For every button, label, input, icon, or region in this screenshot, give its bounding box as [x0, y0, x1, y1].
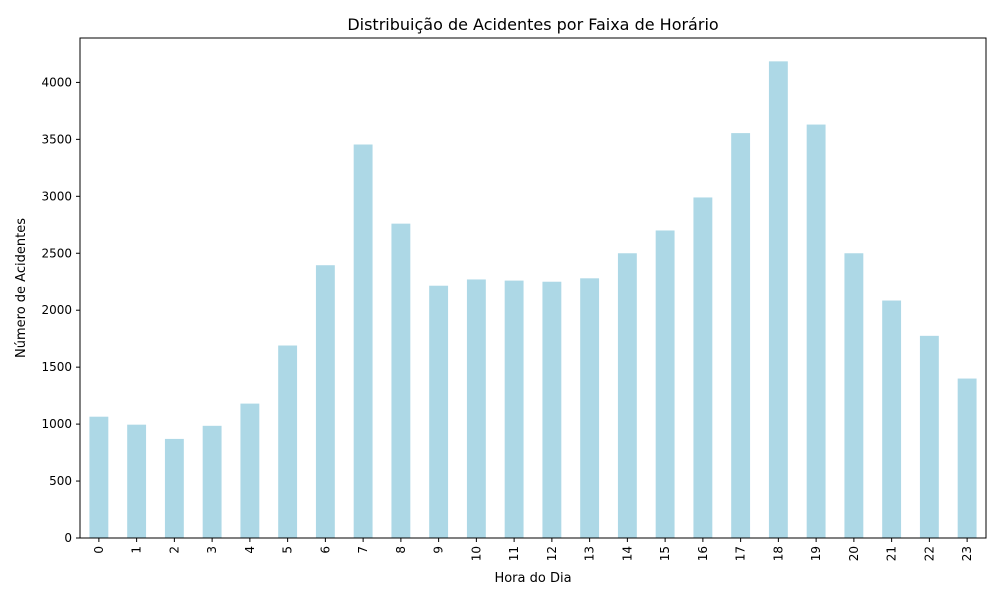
x-tick-label: 10 [469, 546, 483, 561]
x-tick-label: 5 [281, 546, 295, 554]
bar-hour-9 [429, 285, 449, 538]
bar-hour-23 [957, 378, 977, 538]
chart-title: Distribuição de Acidentes por Faixa de H… [347, 15, 718, 34]
bar-hour-19 [806, 124, 826, 538]
y-tick-label: 1500 [41, 360, 72, 374]
y-tick-label: 3500 [41, 132, 72, 146]
x-tick-label: 8 [394, 546, 408, 554]
x-tick-label: 16 [696, 546, 710, 561]
x-tick-label: 18 [771, 546, 785, 561]
x-tick-label: 3 [205, 546, 219, 554]
bar-hour-6 [315, 265, 335, 538]
y-tick-label: 500 [49, 474, 72, 488]
bar-hour-22 [919, 335, 939, 538]
bars-layer [89, 61, 977, 539]
bar-hour-4 [240, 403, 260, 538]
y-tick-label: 0 [64, 531, 72, 545]
bar-hour-18 [768, 61, 788, 539]
bar-hour-14 [617, 253, 637, 538]
y-axis-ticks: 0 500 1000 1500 2000 2500 3000 3500 4000 [41, 75, 80, 545]
bar-hour-15 [655, 230, 675, 538]
y-tick-label: 1000 [41, 417, 72, 431]
y-tick-label: 4000 [41, 75, 72, 89]
bar-hour-13 [580, 278, 600, 538]
bar-hour-16 [693, 197, 713, 538]
bar-hour-1 [127, 424, 147, 538]
x-tick-label: 14 [620, 546, 634, 561]
x-tick-label: 12 [545, 546, 559, 561]
bar-hour-2 [164, 438, 184, 538]
y-tick-label: 2000 [41, 303, 72, 317]
y-tick-label: 2500 [41, 246, 72, 260]
x-tick-label: 4 [243, 546, 257, 554]
bar-hour-21 [882, 300, 902, 538]
x-tick-label: 1 [130, 546, 144, 554]
bar-hour-8 [391, 223, 411, 538]
bar-hour-12 [542, 281, 562, 538]
x-tick-label: 21 [885, 546, 899, 561]
x-tick-label: 22 [922, 546, 936, 561]
x-tick-label: 20 [847, 546, 861, 561]
bar-hour-17 [731, 133, 751, 538]
x-tick-label: 7 [356, 546, 370, 554]
x-tick-label: 11 [507, 546, 521, 561]
bar-hour-11 [504, 280, 524, 538]
bar-hour-7 [353, 144, 373, 538]
x-axis-label: Hora do Dia [494, 571, 571, 586]
x-tick-label: 2 [167, 546, 181, 554]
bar-hour-10 [466, 279, 486, 538]
y-axis-label: Número de Acidentes [14, 218, 29, 358]
x-axis-ticks: 0 1 2 3 4 5 6 7 8 9 10 11 12 13 14 15 16 17 18 19 20 21 22 23 [92, 538, 974, 561]
bar-hour-0 [89, 416, 109, 538]
y-tick-label: 3000 [41, 189, 72, 203]
plot-frame [79, 37, 987, 539]
x-tick-label: 15 [658, 546, 672, 561]
x-tick-label: 17 [734, 546, 748, 561]
bar-hour-3 [202, 425, 222, 538]
x-tick-label: 13 [583, 546, 597, 561]
x-tick-label: 19 [809, 546, 823, 561]
bar-hour-5 [278, 345, 298, 538]
x-tick-label: 0 [92, 546, 106, 554]
bar-hour-20 [844, 253, 864, 538]
x-tick-label: 9 [432, 546, 446, 554]
x-tick-label: 6 [318, 546, 332, 554]
x-tick-label: 23 [960, 546, 974, 561]
